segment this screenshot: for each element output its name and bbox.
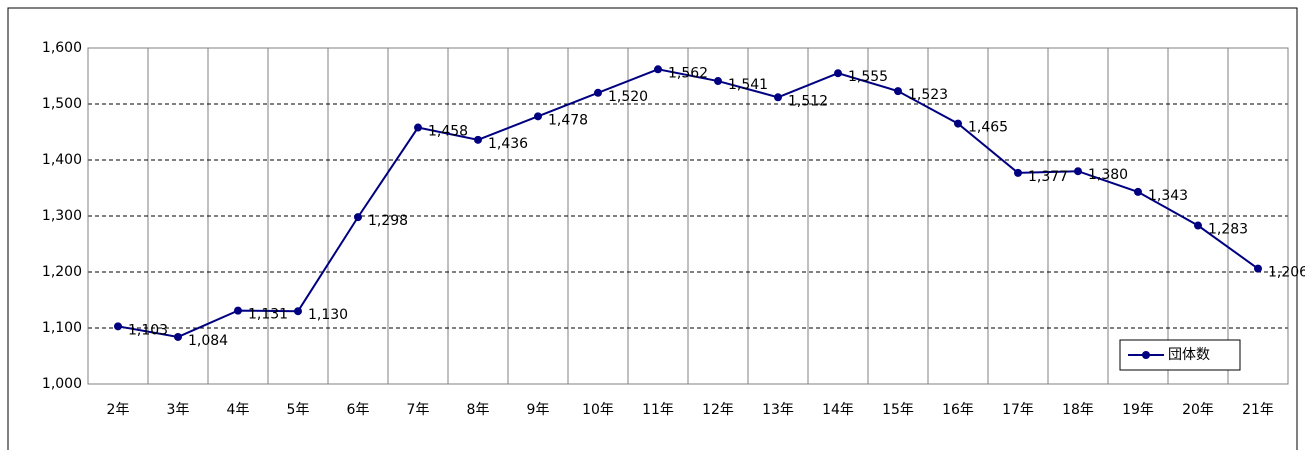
x-tick-label: 4年 bbox=[227, 402, 250, 418]
point bbox=[234, 306, 242, 315]
x-tick-label: 12年 bbox=[702, 402, 734, 418]
x-tick-label: 2年 bbox=[107, 402, 130, 418]
data-label: 1,103 bbox=[128, 322, 168, 338]
point bbox=[1254, 264, 1262, 273]
data-label: 1,206 bbox=[1268, 265, 1305, 281]
x-tick-label: 20年 bbox=[1182, 402, 1214, 418]
point bbox=[714, 77, 722, 86]
point bbox=[894, 87, 902, 96]
point bbox=[1194, 221, 1202, 230]
data-label: 1,458 bbox=[428, 124, 468, 140]
x-tick-label: 16年 bbox=[942, 402, 974, 418]
data-label: 1,523 bbox=[908, 87, 948, 103]
x-tick-label: 9年 bbox=[527, 402, 550, 418]
x-tick-label: 13年 bbox=[762, 402, 794, 418]
legend-marker bbox=[1142, 351, 1150, 359]
data-label: 1,512 bbox=[788, 93, 828, 109]
data-label: 1,283 bbox=[1208, 222, 1248, 238]
point bbox=[534, 112, 542, 121]
chart-frame bbox=[7, 7, 1298, 450]
x-tick-label: 14年 bbox=[822, 402, 854, 418]
data-label: 1,520 bbox=[608, 89, 648, 105]
data-label: 1,380 bbox=[1088, 167, 1128, 183]
data-label: 1,465 bbox=[968, 120, 1008, 136]
x-tick-label: 7年 bbox=[407, 402, 430, 418]
point bbox=[174, 332, 182, 341]
point bbox=[474, 135, 482, 144]
data-label: 1,478 bbox=[548, 112, 588, 128]
y-tick-label: 1,200 bbox=[42, 264, 82, 280]
x-tick-label: 17年 bbox=[1002, 402, 1034, 418]
y-tick-label: 1,500 bbox=[42, 96, 82, 112]
point bbox=[1074, 167, 1082, 176]
x-tick-label: 18年 bbox=[1062, 402, 1094, 418]
line bbox=[117, 68, 1259, 338]
point bbox=[1134, 187, 1142, 196]
x-tick-label: 19年 bbox=[1122, 402, 1154, 418]
y-tick-label: 1,000 bbox=[42, 376, 82, 392]
data-label: 1,298 bbox=[368, 213, 408, 229]
point bbox=[954, 119, 962, 128]
legend-label: 団体数 bbox=[1168, 347, 1210, 363]
data-label: 1,555 bbox=[848, 69, 888, 85]
data-label: 1,377 bbox=[1028, 169, 1068, 185]
point bbox=[354, 213, 362, 222]
y-tick-label: 1,600 bbox=[42, 40, 82, 56]
x-tick-label: 8年 bbox=[467, 402, 490, 418]
x-tick-label: 11年 bbox=[642, 402, 674, 418]
data-label: 1,541 bbox=[728, 77, 768, 93]
point bbox=[654, 65, 662, 74]
point bbox=[114, 322, 122, 331]
point bbox=[594, 88, 602, 97]
point bbox=[774, 93, 782, 102]
data-label: 1,562 bbox=[668, 65, 708, 81]
x-tick-label: 6年 bbox=[347, 402, 370, 418]
point bbox=[294, 307, 302, 316]
point bbox=[1014, 168, 1022, 177]
data-label: 1,131 bbox=[248, 307, 288, 323]
x-tick-label: 3年 bbox=[167, 402, 190, 418]
data-label: 1,343 bbox=[1148, 188, 1188, 204]
data-label: 1,436 bbox=[488, 136, 528, 152]
x-tick-label: 5年 bbox=[287, 402, 310, 418]
point bbox=[414, 123, 422, 132]
y-tick-label: 1,400 bbox=[42, 152, 82, 168]
x-tick-label: 21年 bbox=[1242, 402, 1274, 418]
data-label: 1,130 bbox=[308, 307, 348, 323]
plot-area bbox=[87, 47, 1289, 385]
y-tick-label: 1,300 bbox=[42, 208, 82, 224]
point bbox=[834, 69, 842, 78]
x-tick-label: 10年 bbox=[582, 402, 614, 418]
y-tick-label: 1,100 bbox=[42, 320, 82, 336]
x-tick-label: 15年 bbox=[882, 402, 914, 418]
data-label: 1,084 bbox=[188, 333, 228, 349]
